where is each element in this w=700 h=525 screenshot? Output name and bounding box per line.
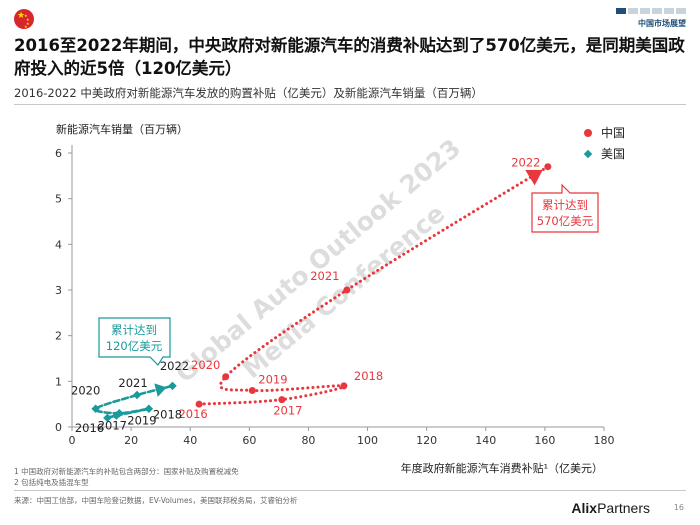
- y-tick-label: 3: [55, 284, 62, 297]
- china-data-point: [340, 382, 348, 390]
- usa-point-label: 2019: [127, 413, 156, 427]
- china-callout-line-1: 累计达到: [542, 198, 588, 212]
- x-tick-label: 180: [594, 434, 615, 447]
- page-number: 16: [673, 503, 684, 512]
- china-data-point: [248, 386, 256, 394]
- legend-usa-marker: [583, 149, 593, 159]
- source-note: 来源：中国工信部，中国车险登记数据，EV-Volumes，美国联邦税务局，艾睿铂…: [14, 496, 298, 505]
- usa-point-label: 2017: [98, 419, 127, 433]
- legend-china-label: 中国: [601, 125, 625, 140]
- y-tick-label: 2: [55, 330, 62, 343]
- china-point-label: 2018: [354, 369, 383, 383]
- header-divider: [14, 104, 686, 105]
- usa-callout-line-1: 累计达到: [111, 323, 157, 337]
- y-tick-label: 4: [55, 238, 62, 251]
- china-trend-line: [197, 165, 550, 406]
- alixpartners-logo: AlixPartners: [571, 500, 650, 516]
- usa-data-point: [91, 404, 100, 413]
- china-data-point: [195, 400, 203, 408]
- x-tick-label: 80: [301, 434, 315, 447]
- usa-point-label: 2022: [160, 359, 189, 373]
- china-point-label: 2020: [191, 358, 220, 372]
- x-tick-label: 100: [357, 434, 378, 447]
- usa-point-label: 2020: [71, 384, 100, 398]
- usa-data-point: [168, 381, 177, 391]
- usa-callout-line-2: 120亿美元: [106, 339, 163, 353]
- usa-data-point: [132, 390, 142, 400]
- footer-divider: [14, 490, 686, 491]
- x-tick-label: 140: [475, 434, 496, 447]
- legend-china-marker: [584, 129, 592, 137]
- footnote-2: 2 包括纯电及插混车型: [14, 478, 89, 487]
- china-data-point: [343, 286, 351, 294]
- section-label: 中国市场展望: [638, 19, 686, 28]
- legend-usa-label: 美国: [601, 147, 625, 161]
- china-flag-icon: ★ ★ ★ ★ ★: [14, 9, 34, 29]
- y-tick-label: 5: [55, 193, 62, 206]
- china-data-point: [544, 163, 552, 171]
- usa-data-point: [115, 409, 124, 418]
- china-point-label: 2022: [511, 156, 540, 170]
- x-tick-label: 120: [416, 434, 437, 447]
- x-tick-label: 20: [124, 434, 138, 447]
- china-point-label: 2017: [273, 404, 302, 418]
- x-axis-title: 年度政府新能源汽车消费补贴¹（亿美元）: [401, 461, 603, 475]
- china-point-label: 2016: [178, 407, 207, 421]
- y-tick-label: 6: [55, 147, 62, 160]
- x-tick-label: 40: [183, 434, 197, 447]
- china-callout-line-2: 570亿美元: [537, 214, 594, 228]
- usa-point-label: 2018: [153, 408, 182, 422]
- usa-data-point: [144, 404, 154, 413]
- x-tick-label: 0: [69, 434, 76, 447]
- page-title: 2016至2022年期间，中央政府对新能源汽车的消费补贴达到了570亿美元，是同…: [14, 36, 685, 78]
- y-axis-title: 新能源汽车销量（百万辆）: [56, 122, 188, 136]
- china-point-label: 2021: [310, 269, 339, 283]
- china-callout-box: [531, 183, 599, 233]
- usa-callout-box: [98, 317, 171, 366]
- footnote-1: 1 中国政府对新能源汽车的补贴包含两部分：国家补贴及购置税减免: [14, 467, 239, 476]
- usa-point-label: 2021: [118, 376, 147, 390]
- chart-subtitle: 2016-2022 中美政府对新能源汽车发放的购置补贴（亿美元）及新能源汽车销量…: [14, 86, 483, 100]
- usa-data-point: [103, 413, 112, 423]
- china-data-point: [278, 396, 286, 404]
- china-arrowhead: [525, 169, 543, 186]
- y-tick-label: 1: [55, 375, 62, 388]
- y-tick-label: 0: [55, 421, 62, 434]
- usa-arrowhead: [154, 383, 167, 397]
- watermark-line-1: Global Auto Outlook 2023: [170, 133, 466, 388]
- china-point-label: 2019: [258, 372, 287, 386]
- x-tick-label: 60: [242, 434, 256, 447]
- usa-point-label: 2016: [75, 421, 104, 435]
- section-progress-bar: [616, 8, 686, 14]
- china-data-point: [222, 373, 230, 381]
- x-tick-label: 160: [534, 434, 555, 447]
